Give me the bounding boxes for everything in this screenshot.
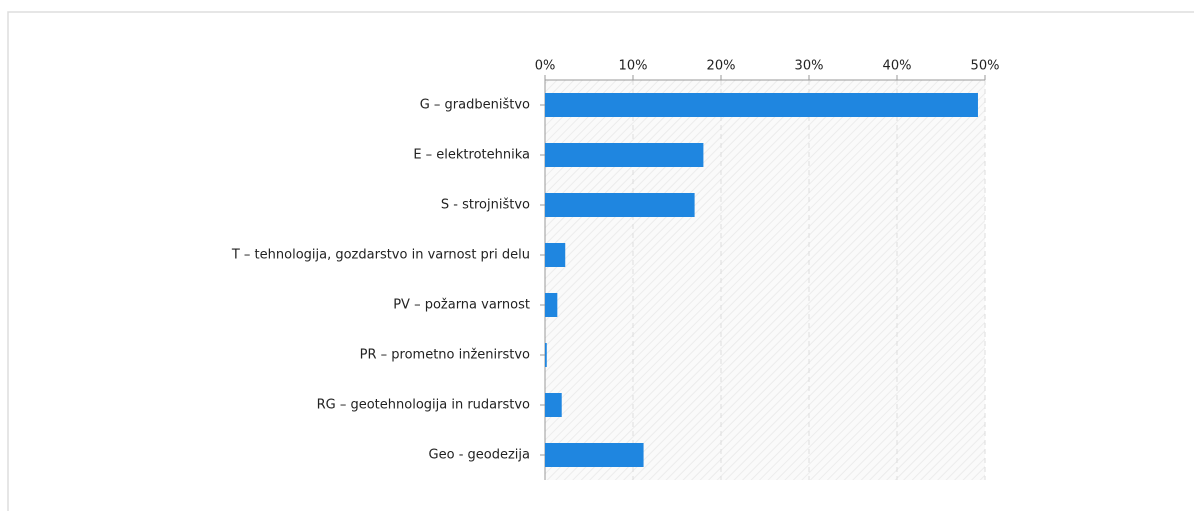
plot-background bbox=[545, 80, 985, 480]
y-tick-label: G – gradbeništvo bbox=[420, 98, 530, 113]
y-tick-label: PV – požarna varnost bbox=[393, 298, 530, 313]
bar bbox=[545, 93, 978, 117]
y-tick-label: Geo - geodezija bbox=[429, 448, 530, 463]
y-tick-label: T – tehnologija, gozdarstvo in varnost p… bbox=[231, 248, 530, 263]
bar bbox=[545, 443, 644, 467]
y-tick-label: E – elektrotehnika bbox=[413, 148, 530, 163]
x-tick-label: 50% bbox=[971, 59, 1000, 74]
y-tick-label: S - strojništvo bbox=[441, 198, 530, 213]
x-tick-label: 10% bbox=[619, 59, 648, 74]
bar bbox=[545, 343, 547, 367]
bar bbox=[545, 393, 562, 417]
y-tick-label: PR – prometno inženirstvo bbox=[360, 348, 530, 363]
x-tick-label: 30% bbox=[795, 59, 824, 74]
bar bbox=[545, 193, 695, 217]
y-tick-label: RG – geotehnologija in rudarstvo bbox=[317, 398, 530, 413]
x-tick-label: 20% bbox=[707, 59, 736, 74]
frame bbox=[7, 11, 1194, 511]
x-tick-label: 0% bbox=[535, 59, 556, 74]
x-tick-label: 40% bbox=[883, 59, 912, 74]
bar bbox=[545, 243, 566, 267]
bar bbox=[545, 293, 558, 317]
bar bbox=[545, 143, 704, 167]
